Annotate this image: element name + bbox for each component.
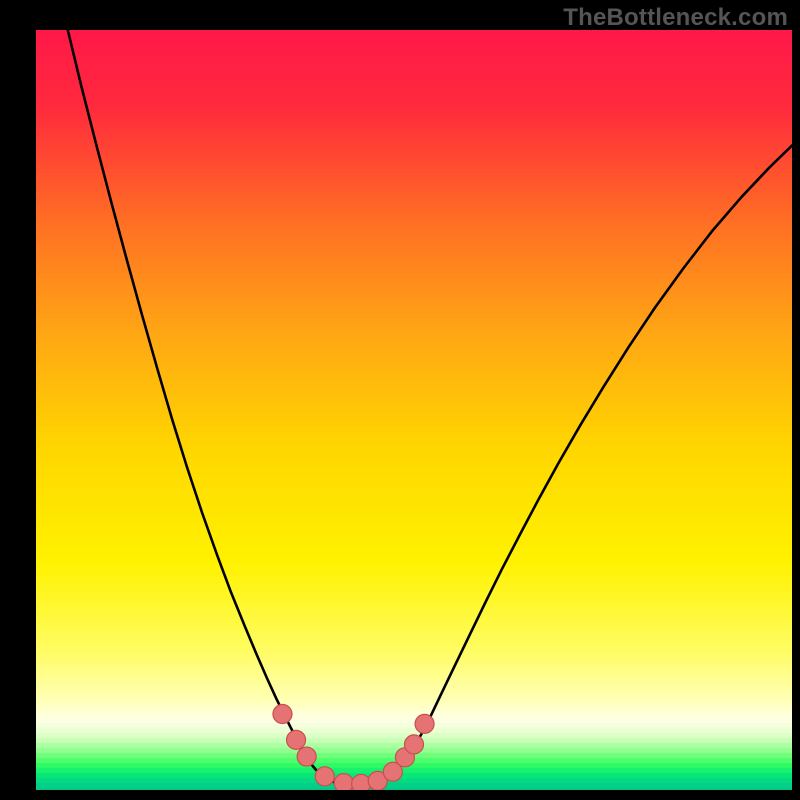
watermark-text: TheBottleneck.com: [563, 4, 788, 32]
heatmap-gradient: [36, 30, 792, 790]
chart-container: TheBottleneck.com: [0, 0, 800, 800]
plot-area: [36, 30, 792, 790]
